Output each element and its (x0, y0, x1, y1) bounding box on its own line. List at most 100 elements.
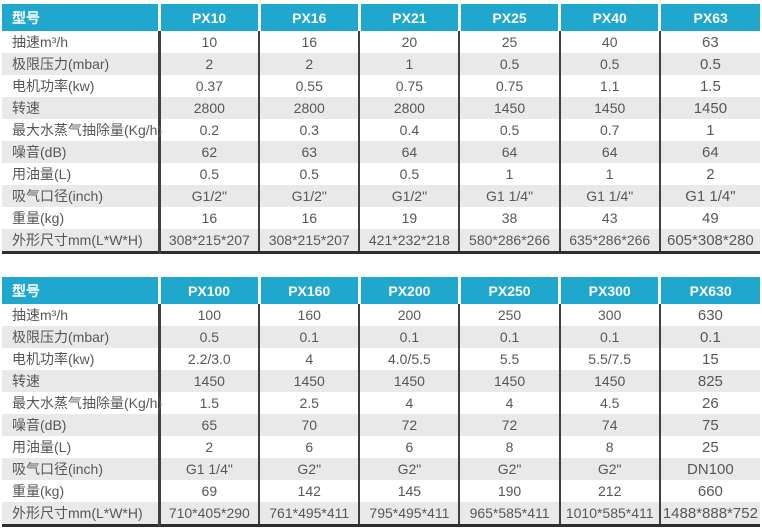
spec-value-cell: 1.1 (558, 75, 660, 97)
spec-row: 噪音(dB) 62 63 64 64 64 64 (2, 141, 760, 163)
spec-value-cell: 4 (258, 348, 360, 370)
spec-value-cell: 0.5 (458, 53, 560, 75)
model-label-header: 型号 (2, 277, 159, 304)
spec-value-cell: 308*215*207 (157, 229, 260, 253)
spec-value-cell: 0.5 (358, 163, 460, 185)
spec-value-cell: 25 (658, 436, 760, 458)
spec-value-cell: 64 (558, 141, 660, 163)
spec-row: 吸气口径(inch) G1 1/4" G2" G2" G2" G2" DN100 (2, 458, 760, 480)
spec-value-cell: 2800 (358, 97, 460, 119)
spec-value-cell: 16 (157, 207, 260, 229)
spec-value-cell: 1450 (458, 97, 560, 119)
spec-value-cell: 0.75 (358, 75, 460, 97)
spec-value-cell: 1450 (558, 97, 660, 119)
spec-row: 最大水蒸气抽除量(Kg/h) 0.2 0.3 0.4 0.5 0.7 1 (2, 119, 760, 141)
spec-row: 极限压力(mbar) 0.5 0.1 0.1 0.1 0.1 0.1 (2, 326, 760, 348)
spec-value-cell: 4 (458, 392, 560, 414)
spec-value-cell: 0.37 (157, 75, 260, 97)
spec-value-cell: G2" (358, 458, 460, 480)
spec-value-cell: 635*286*266 (558, 229, 660, 253)
spec-row: 极限压力(mbar) 2 2 1 0.5 0.5 0.5 (2, 53, 760, 75)
spec-row-label: 转速 (2, 370, 159, 392)
spec-value-cell: 1 (358, 53, 460, 75)
spec-value-cell: 630 (658, 304, 760, 326)
spec-value-cell: 1450 (358, 370, 460, 392)
spec-value-cell: 1 (658, 119, 760, 141)
spec-row-label: 外形尺寸mm(L*W*H) (2, 502, 159, 526)
spec-value-cell: G1 1/4" (558, 185, 660, 207)
spec-value-cell: 308*215*207 (258, 229, 360, 253)
spec-value-cell: 761*495*411 (258, 502, 360, 526)
spec-value-cell: G1/2" (157, 185, 260, 207)
spec-value-cell: 1450 (258, 370, 360, 392)
spec-value-cell: 64 (658, 141, 760, 163)
spec-row: 抽速m³/h 100 160 200 250 300 630 (2, 304, 760, 326)
spec-value-cell: 1.5 (658, 75, 760, 97)
spec-row-label: 极限压力(mbar) (2, 53, 159, 75)
spec-value-cell: 200 (358, 304, 460, 326)
spec-value-cell: 49 (658, 207, 760, 229)
spec-value-cell: 6 (358, 436, 460, 458)
spec-value-cell: 2800 (157, 97, 260, 119)
spec-value-cell: G1/2" (258, 185, 360, 207)
spec-value-cell: 10 (157, 31, 260, 53)
spec-value-cell: G1 1/4" (658, 185, 760, 207)
spec-row-label: 重量(kg) (2, 480, 159, 502)
spec-value-cell: 1450 (658, 97, 760, 119)
spec-row: 最大水蒸气抽除量(Kg/h) 1.5 2.5 4 4 4.5 26 (2, 392, 760, 414)
spec-row-label: 重量(kg) (2, 207, 159, 229)
spec-value-cell: 4.0/5.5 (358, 348, 460, 370)
spec-row-label: 电机功率(kw) (2, 348, 159, 370)
spec-value-cell: 0.1 (258, 326, 360, 348)
spec-value-cell: 62 (157, 141, 260, 163)
spec-value-cell: 74 (558, 414, 660, 436)
spec-value-cell: G2" (458, 458, 560, 480)
spec-value-cell: 795*495*411 (358, 502, 460, 526)
spec-row: 转速 2800 2800 2800 1450 1450 1450 (2, 97, 760, 119)
spec-value-cell: 212 (558, 480, 660, 502)
spec-row: 电机功率(kw) 0.37 0.55 0.75 0.75 1.1 1.5 (2, 75, 760, 97)
spec-value-cell: 69 (157, 480, 260, 502)
model-column-header: PX21 (357, 4, 460, 31)
spec-value-cell: 160 (258, 304, 360, 326)
spec-row: 抽速m³/h 10 16 20 25 40 63 (2, 31, 760, 53)
spec-value-cell: 825 (658, 370, 760, 392)
spec-value-cell: 142 (258, 480, 360, 502)
spec-value-cell: 25 (458, 31, 560, 53)
spec-value-cell: G1/2" (358, 185, 460, 207)
spec-value-cell: 15 (658, 348, 760, 370)
spec-value-cell: 64 (458, 141, 560, 163)
spec-value-cell: 0.55 (258, 75, 360, 97)
spec-value-cell: 1 (458, 163, 560, 185)
spec-value-cell: 75 (658, 414, 760, 436)
model-label-header: 型号 (2, 4, 159, 31)
model-column-header: PX16 (257, 4, 360, 31)
spec-value-cell: 0.2 (157, 119, 260, 141)
spec-value-cell: 145 (358, 480, 460, 502)
spec-row: 电机功率(kw) 2.2/3.0 4 4.0/5.5 5.5 5.5/7.5 15 (2, 348, 760, 370)
spec-value-cell: 300 (558, 304, 660, 326)
spec-value-cell: 2.2/3.0 (157, 348, 260, 370)
model-column-header: PX40 (558, 4, 660, 31)
spec-row-label: 转速 (2, 97, 159, 119)
spec-value-cell: 190 (458, 480, 560, 502)
spec-value-cell: 19 (358, 207, 460, 229)
spec-value-cell: 38 (458, 207, 560, 229)
model-column-header: PX10 (157, 4, 260, 31)
spec-value-cell: 2.5 (258, 392, 360, 414)
spec-row: 外形尺寸mm(L*W*H) 710*405*290 761*495*411 795*4… (2, 502, 760, 526)
spec-row: 吸气口径(inch) G1/2" G1/2" G1/2" G1 1/4" G1 1/4" G… (2, 185, 760, 207)
spec-row-label: 用油量(L) (2, 163, 159, 185)
model-column-header: PX300 (558, 277, 660, 304)
spec-value-cell: 0.5 (658, 53, 760, 75)
spec-value-cell: 8 (458, 436, 560, 458)
spec-value-cell: 2 (658, 163, 760, 185)
spec-row-label: 电机功率(kw) (2, 75, 159, 97)
spec-value-cell: G1 1/4" (157, 458, 260, 480)
spec-value-cell: 1488*888*752 (658, 502, 760, 526)
spec-value-cell: 16 (258, 207, 360, 229)
spec-value-cell: 965*585*411 (458, 502, 560, 526)
header-row: 型号 PX10 PX16 PX21 PX25 PX40 PX63 (2, 4, 760, 31)
spec-value-cell: 250 (458, 304, 560, 326)
